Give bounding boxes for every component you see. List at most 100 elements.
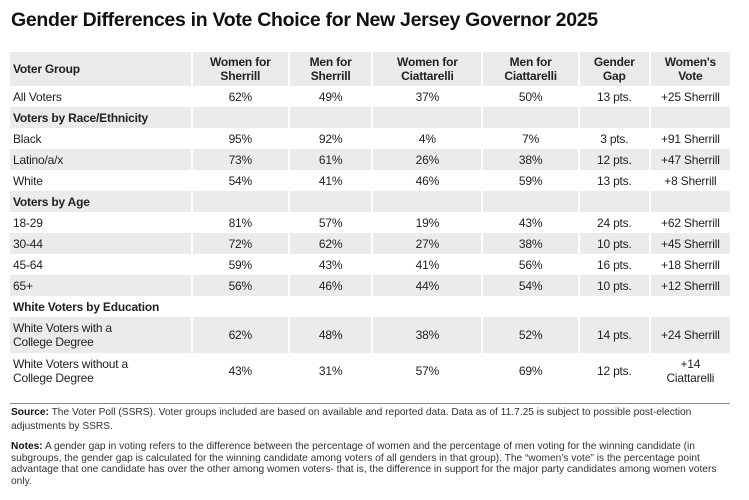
notes: Notes: A gender gap in voting refers to …	[11, 441, 726, 487]
table-cell: 38%	[371, 317, 483, 353]
group-header-row: White Voters by Education	[10, 296, 730, 317]
table-cell	[481, 191, 579, 212]
table-cell: 14 pts.	[577, 317, 650, 353]
table-cell	[190, 296, 289, 317]
table-cell: 73%	[190, 149, 289, 170]
table-cell: 52%	[481, 317, 579, 353]
page-title: Gender Differences in Vote Choice for Ne…	[11, 9, 598, 31]
table-cell	[648, 191, 730, 212]
table-cell: 61%	[287, 149, 373, 170]
table-cell: 24 pts.	[577, 212, 650, 233]
table-cell	[287, 191, 373, 212]
table-cell: 95%	[190, 128, 289, 149]
table-cell: 69%	[481, 353, 579, 389]
table-cell: 31%	[287, 353, 373, 389]
table-cell: 12 pts.	[577, 353, 650, 389]
row-label: 18-29	[13, 215, 43, 230]
table-cell	[648, 296, 730, 317]
table-cell	[287, 107, 373, 128]
table-cell: 59%	[481, 170, 579, 191]
table-cell: 41%	[287, 170, 373, 191]
column-header: Men for Ciattarelli	[481, 52, 579, 86]
table-cell: 57%	[287, 212, 373, 233]
table-cell: 4%	[371, 128, 483, 149]
table-header-row: Voter Group Women for Sherrill Men for She…	[10, 52, 730, 86]
table-row: 30-44 72% 62% 27% 38% 10 pts. +45 Sherrill	[10, 233, 730, 254]
group-header-row: Voters by Race/Ethnicity	[10, 107, 730, 128]
table-cell: 62%	[190, 86, 289, 107]
table-cell: 54%	[190, 170, 289, 191]
vote-choice-table: Voter Group Women for Sherrill Men for She…	[10, 52, 730, 389]
row-label: Latino/a/x	[10, 149, 192, 170]
table-cell: 43%	[481, 212, 579, 233]
table-cell: +25 Sherrill	[648, 86, 730, 107]
row-label: 45-64	[13, 257, 43, 272]
divider	[10, 403, 730, 404]
table-cell: 49%	[287, 86, 373, 107]
table-cell: +18 Sherrill	[648, 254, 730, 275]
table-cell: 59%	[190, 254, 289, 275]
row-label: White Voters by Education	[13, 299, 160, 314]
table-cell: 56%	[190, 275, 289, 296]
table-cell: 16 pts.	[577, 254, 650, 275]
row-label: White	[13, 173, 43, 188]
group-header-row: Voters by Age	[10, 191, 730, 212]
table-row: Latino/a/x 73% 61% 26% 38% 12 pts. +47 Sherril…	[10, 149, 730, 170]
table-cell: +8 Sherrill	[648, 170, 730, 191]
table-cell: 10 pts.	[577, 275, 650, 296]
table-cell: +24 Sherrill	[648, 317, 730, 353]
table-cell	[371, 296, 483, 317]
table-cell: 13 pts.	[577, 170, 650, 191]
row-label: 30-44	[10, 233, 192, 254]
table-cell: 56%	[481, 254, 579, 275]
table-cell: +47 Sherrill	[648, 149, 730, 170]
table-cell	[577, 107, 650, 128]
table-cell	[577, 191, 650, 212]
table-row: Black 95% 92% 4% 7% 3 pts. +91 Sherrill	[10, 128, 730, 149]
table-cell: 26%	[371, 149, 483, 170]
notes-text: A gender gap in voting refers to the dif…	[11, 441, 717, 487]
table-cell: +91 Sherrill	[648, 128, 730, 149]
table-cell	[481, 296, 579, 317]
table-row: 65+ 56% 46% 44% 54% 10 pts. +12 Sherrill	[10, 275, 730, 296]
table-cell: 43%	[287, 254, 373, 275]
table-cell: 62%	[190, 317, 289, 353]
table-cell: 38%	[481, 149, 579, 170]
row-label: White Voters without a College Degree	[13, 357, 128, 385]
table-cell: 7%	[481, 128, 579, 149]
table-cell: +14 Ciattarelli	[648, 353, 730, 389]
table-row: 18-29 81% 57% 19% 43% 24 pts. +62 Sherrill	[10, 212, 730, 233]
table-cell: +62 Sherrill	[648, 212, 730, 233]
table-cell: 19%	[371, 212, 483, 233]
table-cell: 38%	[481, 233, 579, 254]
column-header: Women for Sherrill	[190, 52, 289, 86]
table-cell: 72%	[190, 233, 289, 254]
table-cell: 13 pts.	[577, 86, 650, 107]
table-row: 45-64 59% 43% 41% 56% 16 pts. +18 Sherrill	[10, 254, 730, 275]
table-cell: 46%	[371, 170, 483, 191]
column-header: Voter Group	[10, 52, 192, 86]
table-cell: 48%	[287, 317, 373, 353]
row-label: Voters by Age	[10, 191, 192, 212]
table-cell: 54%	[481, 275, 579, 296]
table-cell: 27%	[371, 233, 483, 254]
table-cell: 62%	[287, 233, 373, 254]
column-header: Gender Gap	[577, 52, 650, 86]
table-cell: 44%	[371, 275, 483, 296]
table-cell	[287, 296, 373, 317]
source-text: The Voter Poll (SSRS). Voter groups incl…	[11, 407, 692, 432]
notes-label: Notes:	[11, 441, 43, 452]
table-cell: 43%	[190, 353, 289, 389]
table-cell: 92%	[287, 128, 373, 149]
table-cell: 37%	[371, 86, 483, 107]
table-cell	[190, 191, 289, 212]
row-label: Voters by Race/Ethnicity	[10, 107, 192, 128]
table-cell: 3 pts.	[577, 128, 650, 149]
table-cell: 46%	[287, 275, 373, 296]
table-cell	[648, 107, 730, 128]
table-cell: 50%	[481, 86, 579, 107]
table-cell: +45 Sherrill	[648, 233, 730, 254]
row-label: 65+	[10, 275, 192, 296]
table-cell: 41%	[371, 254, 483, 275]
table-cell: +12 Sherrill	[648, 275, 730, 296]
